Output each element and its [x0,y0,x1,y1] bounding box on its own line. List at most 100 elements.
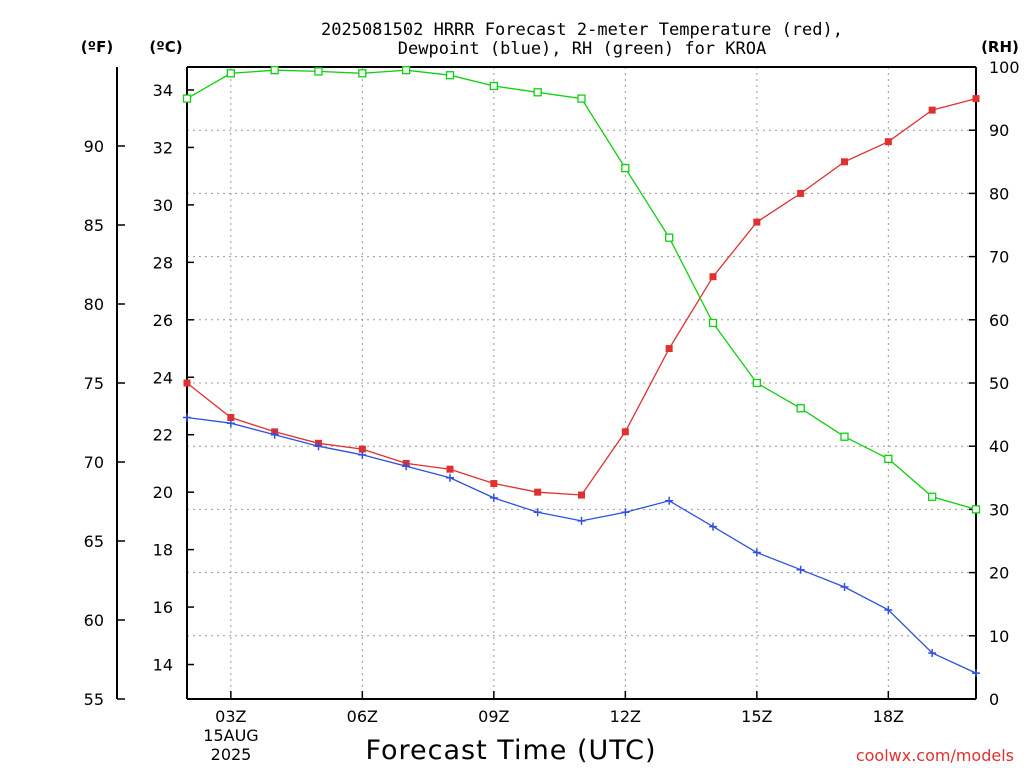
fahrenheit-tick-label: 70 [84,453,104,472]
dewpoint-point [665,496,674,505]
dewpoint-point [752,548,761,557]
dewpoint-point [709,522,717,531]
temperature-point [183,379,191,387]
temperature-point [446,465,454,473]
rh-point [971,505,981,514]
series [182,66,981,678]
rh-point [445,71,455,80]
rh-line [186,69,977,511]
celsius-tick-label: 20 [153,483,173,502]
dewpoint-point [972,669,980,678]
x-axis-label: Forecast Time (UTC) [365,735,656,766]
dewpoint-point [884,605,893,614]
rh-point [402,66,411,75]
rh-point [358,69,367,78]
rh-point [489,81,498,91]
rh-tick-label: 60 [989,311,1009,330]
temperature-point [753,218,761,226]
dewpoint-point [928,649,937,658]
fahrenheit-tick-label: 65 [84,532,104,551]
temperature-point [972,95,980,103]
temperature-point [841,158,848,166]
rh-point [533,88,542,97]
rh-point [621,163,630,173]
rh-tick-label: 90 [989,121,1009,140]
celsius-tick-label: 22 [153,426,173,445]
celsius-tick-label: 28 [153,253,173,272]
temperature-point [709,273,717,281]
rh-point [270,66,279,75]
celsius-tick-label: 32 [153,138,173,157]
temperature-point [358,445,366,453]
dewpoint-point [621,508,630,517]
temperature-point [665,345,673,353]
chart-title-line-2: Dewpoint (blue), RH (green) for KROA [398,39,766,59]
dewpoint-point [796,565,805,574]
rh-tick-label: 30 [989,500,1009,519]
celsius-tick-label: 26 [153,311,173,330]
dewpoint-line [186,416,977,674]
temperature-point [797,189,805,197]
rh-point [796,404,805,413]
rh-point [884,454,893,463]
celsius-tick-label: 34 [153,81,173,100]
celsius-tick-label: 14 [153,656,173,675]
dewpoint-point [226,419,235,428]
temperature-point [884,138,892,146]
temperature-point [227,413,235,421]
rh-point [665,233,674,242]
dewpoint-point [533,508,542,517]
rh-point [314,67,323,76]
temperature-point [928,106,936,114]
x-tick-label: 18Z [873,707,904,726]
rh-point [708,318,718,328]
grid [187,67,976,699]
rh-point [182,94,192,103]
temperature-point [534,488,542,496]
temperature-point [578,491,585,499]
celsius-tick-label: 18 [153,541,173,560]
celsius-tick-label: 24 [153,368,173,387]
fahrenheit-tick-label: 60 [84,611,104,630]
fahrenheit-unit-label: (ºF) [81,38,113,56]
axes: 14 16 18 20 22 24 26 28 30 32 34 55 60 65 70 75 80 85 90 0 1… [84,58,1020,726]
rh-tick-label: 50 [989,374,1009,393]
temperature-point [490,480,498,488]
fahrenheit-tick-label: 80 [84,295,104,314]
temperature-line [186,97,977,496]
celsius-unit-label: (ºC) [149,38,182,56]
x-tick-label: 12Z [610,707,641,726]
celsius-tick-label: 30 [153,196,173,215]
dewpoint-point [183,413,191,422]
rh-point [840,432,849,441]
celsius-tick-label: 16 [153,598,173,617]
temperature-point [621,428,629,436]
x-tick-label: 03Z [215,707,246,726]
fahrenheit-tick-label: 55 [84,690,104,709]
dewpoint-point [358,450,367,459]
chart-title-line-1: 2025081502 HRRR Forecast 2-meter Tempera… [321,20,843,40]
dewpoint-point [489,493,498,502]
x-tick-label: 06Z [347,707,378,726]
dewpoint-point [270,430,279,439]
rh-tick-label: 70 [989,248,1009,267]
rh-tick-label: 10 [989,627,1009,646]
dewpoint-point [446,473,454,482]
dewpoint-point [314,442,323,451]
dewpoint-point [402,462,411,471]
x-tick-label: 09Z [478,707,509,726]
rh-point [577,94,586,103]
rh-unit-label: (RH) [981,38,1019,56]
dewpoint-point [840,582,849,591]
rh-tick-label: 80 [989,184,1009,203]
rh-point [928,492,937,501]
rh-tick-label: 40 [989,437,1009,456]
fahrenheit-tick-label: 85 [84,216,104,235]
rh-point [226,69,235,78]
dewpoint-point [577,516,586,525]
rh-point [752,378,761,388]
credit-label: coolwx.com/models [856,746,1014,765]
fahrenheit-tick-label: 75 [84,374,104,393]
rh-tick-label: 20 [989,564,1009,583]
